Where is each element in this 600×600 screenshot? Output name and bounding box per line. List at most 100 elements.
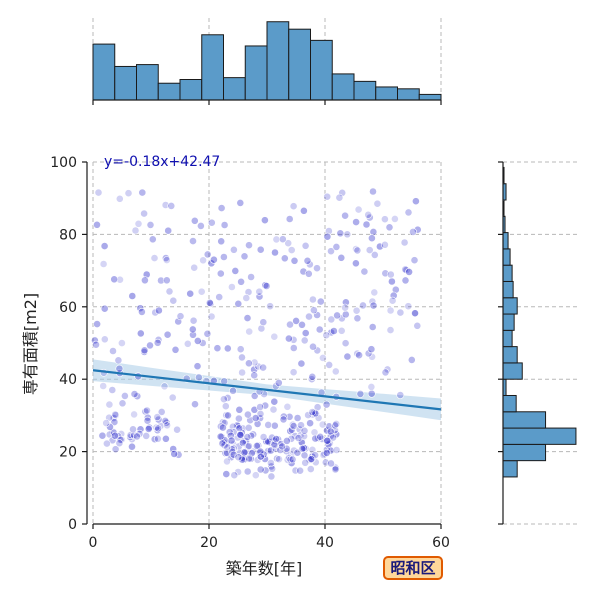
scatter-point [341,211,349,220]
scatter-point [313,264,321,273]
scatter-point [411,197,420,206]
scatter-point [410,256,419,265]
scatter-point [216,269,225,278]
scatter-point [279,412,288,421]
scatter-point [322,331,331,340]
right-hist-bar [502,297,518,315]
scatter-point [369,187,377,196]
y-axis-label: 専有面積[m2] [21,293,40,395]
scatter-point [304,411,312,419]
scatter-point [170,449,179,458]
scatter-point [267,472,276,481]
scatter-point [255,287,264,296]
scatter-point [203,329,212,338]
scatter-point [98,431,107,440]
scatter-point [164,226,173,235]
scatter-point [250,371,259,380]
scatter-point [94,188,103,197]
right-hist-bar [502,443,547,462]
scatter-points [91,187,422,481]
scatter-point [305,312,313,321]
scatter-point [216,432,225,441]
scatter-point [287,246,296,254]
scatter-point [142,431,151,440]
scatter-point [245,241,253,250]
district-badge: 昭和区 [383,556,443,580]
scatter-point [238,353,246,362]
scatter-point [243,433,252,441]
scatter-point [160,382,169,391]
scatter-point [144,424,153,433]
top-hist-bar [288,28,311,101]
scatter-point [190,216,199,225]
scatter-point [370,250,379,259]
scatter-point [323,436,332,445]
scatter-point [282,436,291,445]
scatter-point [250,391,259,400]
axes: 0 20 40 60 0 20 40 60 80 100 [50,99,504,551]
scatter-point [264,420,273,429]
scatter-point [303,256,312,265]
scatter-point [194,373,203,382]
top-hist-bar [136,64,159,101]
scatter-point [244,423,253,432]
scatter-point [259,363,267,372]
scatter-point [266,459,275,467]
scatter-point [337,326,346,335]
scatter-point [243,467,252,476]
scatter-point [299,206,308,215]
scatter-point [236,431,245,439]
scatter-point [99,260,108,268]
scatter-point [207,218,216,227]
scatter-point [301,241,310,250]
scatter-point [341,310,350,319]
regression-equation: y=-0.18x+42.47 [104,154,220,170]
scatter-point [221,402,230,411]
scatter-point [391,285,400,294]
right-hist-bar [502,280,514,299]
scatter-point [176,312,185,321]
scatter-point [301,329,310,337]
scatter-point [261,466,270,475]
top-hist-bar [331,73,355,101]
scatter-point [413,321,422,330]
right-hist-bar [502,460,518,478]
scatter-point [146,220,155,229]
scatter-point [274,378,283,387]
scatter-point [244,288,253,296]
scatter-point [381,368,390,377]
scatter-point [110,275,119,284]
scatter-point [289,422,298,430]
scatter-point [369,301,378,310]
scatter-point [325,360,334,369]
scatter-point [278,235,287,244]
scatter-point [227,283,236,291]
scatter-point [288,455,297,464]
scatter-point [243,410,252,419]
scatter-point [409,227,417,236]
scatter-point [154,415,163,424]
scatter-point [169,445,178,453]
scatter-point [294,434,303,442]
scatter-point [242,294,251,302]
scatter-point [190,263,199,272]
x-axis-label: 築年数[年] [226,559,303,578]
scatter-point [360,267,369,276]
scatter-point [364,210,373,219]
scatter-point [300,426,309,435]
scatter-point [167,201,176,210]
right-hist-bar [502,346,518,364]
scatter-point [116,275,124,284]
scatter-point [327,247,335,256]
scatter-point [109,347,117,355]
scatter-point [280,254,289,263]
scatter-point [413,225,422,234]
scatter-point [331,426,339,434]
scatter-point [337,253,346,262]
scatter-point [291,466,300,475]
scatter-point [290,256,299,265]
scatter-point [373,199,382,208]
scatter-point [386,326,395,334]
scatter-point [331,465,340,474]
scatter-point [203,250,212,259]
